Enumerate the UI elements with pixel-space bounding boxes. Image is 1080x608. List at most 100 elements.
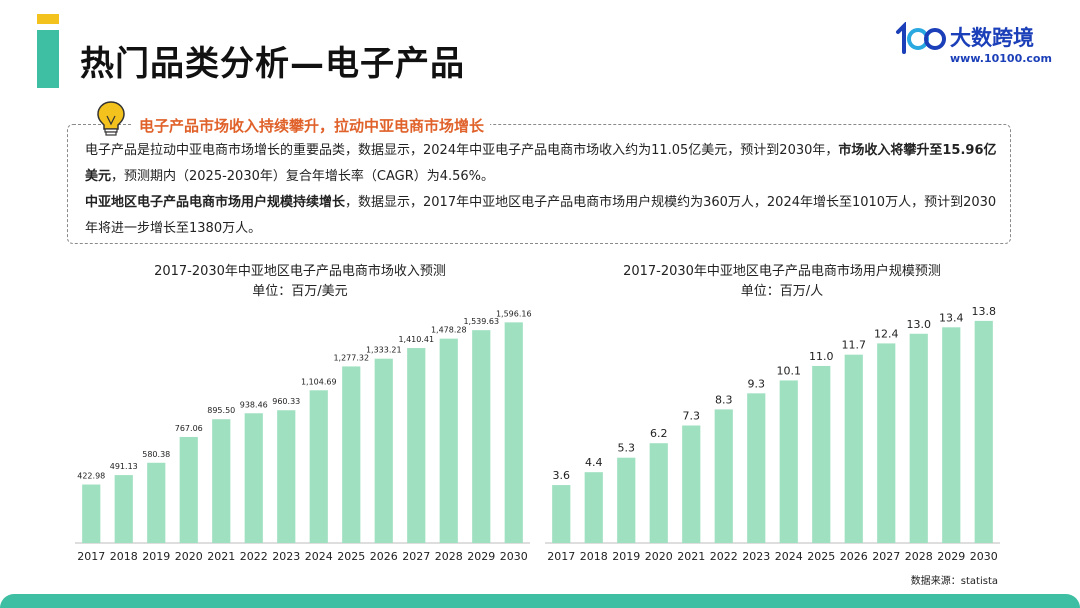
tick-label-2017: 2017 [77,550,105,563]
bar-2027 [877,343,896,543]
tick-label-2026: 2026 [370,550,398,563]
logo-mark-icon [896,22,946,54]
tick-label-2026: 2026 [840,550,868,563]
data-label-2021: 895.50 [207,406,235,415]
info-paragraph-2: 中亚地区电子产品电商市场用户规模持续增长，数据显示，2017年中亚地区电子产品电… [85,195,997,236]
tick-label-2020: 2020 [175,550,203,563]
data-label-2027: 12.4 [874,327,899,340]
bar-2029 [472,330,491,543]
bar-2017 [82,484,101,543]
info-paragraph-1: 电子产品是拉动中亚电商市场增长的重要品类，数据显示，2024年中亚电子产品电商市… [85,143,997,184]
accent-bar-yellow [37,14,59,24]
chart-users-title-block: 2017-2030年中亚地区电子产品电商市场用户规模预测 单位：百万/人 [570,262,994,302]
bar-2024 [779,380,798,543]
bar-2027 [407,348,426,543]
bar-2026 [844,354,863,543]
data-label-2022: 938.46 [240,400,268,409]
bar-2022 [714,409,733,543]
bar-2023 [747,393,766,543]
chart-revenue-subtitle: 单位：百万/美元 [252,284,348,299]
bar-2019 [147,462,166,543]
data-label-2027: 1,410.41 [398,335,434,344]
tick-label-2021: 2021 [207,550,235,563]
data-label-2023: 960.33 [272,397,300,406]
chart-revenue-title-block: 2017-2030年中亚地区电子产品电商市场收入预测 单位：百万/美元 [100,262,500,302]
bar-2026 [374,358,393,543]
tick-label-2030: 2030 [970,550,998,563]
tick-label-2022: 2022 [710,550,738,563]
tick-label-2028: 2028 [905,550,933,563]
data-label-2017: 422.98 [77,472,105,481]
bar-2023 [277,410,296,543]
bar-2019 [617,457,636,543]
logo-name: 大数跨境 [950,26,1034,50]
tick-label-2030: 2030 [500,550,528,563]
info-highlight-1: 市场收入将攀升至15.96亿美元 [85,143,997,184]
data-label-2030: 1,596.16 [496,309,532,318]
tick-label-2020: 2020 [645,550,673,563]
tick-label-2029: 2029 [937,550,965,563]
tick-label-2023: 2023 [742,550,770,563]
tick-label-2025: 2025 [807,550,835,563]
data-label-2022: 8.3 [715,393,733,406]
data-label-2029: 1,539.63 [463,317,499,326]
data-source: 数据来源：statista [910,576,998,587]
data-label-2020: 6.2 [650,427,668,440]
bar-2020 [649,443,668,543]
tick-label-2027: 2027 [402,550,430,563]
tick-label-2021: 2021 [677,550,705,563]
data-label-2024: 10.1 [777,364,802,377]
data-label-2026: 11.7 [842,339,867,352]
data-label-2028: 1,478.28 [431,326,467,335]
tick-label-2017: 2017 [547,550,575,563]
lightbulb-icon [97,101,125,136]
tick-label-2019: 2019 [142,550,170,563]
info-box [67,124,1011,244]
bar-2028 [439,338,458,543]
data-label-2025: 1,277.32 [333,353,369,362]
bar-2021 [212,419,231,543]
bar-2028 [909,333,928,543]
data-label-2030: 13.8 [972,305,997,318]
bar-2030 [974,320,993,543]
bar-2022 [244,413,263,543]
tick-label-2018: 2018 [110,550,138,563]
tick-label-2024: 2024 [775,550,803,563]
bar-2020 [179,436,198,543]
tick-label-2029: 2029 [467,550,495,563]
tick-label-2019: 2019 [612,550,640,563]
bar-2018 [584,472,603,543]
bar-2018 [114,475,133,543]
data-label-2028: 13.0 [907,318,932,331]
data-label-2020: 767.06 [175,424,203,433]
bottom-band [0,594,1080,608]
bar-2021 [682,425,701,543]
chart-users-title: 2017-2030年中亚地区电子产品电商市场用户规模预测 [623,264,941,279]
logo-url: www.10100.com [950,52,1052,65]
chart-users: 3.6 2017 4.4 2018 5.3 2019 6.2 2020 7.3 2021 8.3 20… [545,305,1000,563]
tick-label-2027: 2027 [872,550,900,563]
tick-label-2022: 2022 [240,550,268,563]
data-label-2017: 3.6 [553,469,571,482]
bar-2024 [309,390,328,543]
chart-revenue: 422.98 2017 491.13 2018 580.38 2019 767.06 2020… [75,309,532,563]
tick-label-2025: 2025 [337,550,365,563]
brand-logo: 大数跨境 www.10100.com [894,20,1054,66]
tick-label-2024: 2024 [305,550,333,563]
data-label-2029: 13.4 [939,311,964,324]
data-label-2018: 4.4 [585,456,603,469]
page-title: 热门品类分析—电子产品 [80,44,465,84]
data-label-2025: 11.0 [809,350,834,363]
data-label-2023: 9.3 [748,377,766,390]
info-highlight-2: 中亚地区电子产品电商市场用户规模持续增长 [85,195,346,210]
info-heading: 电子产品市场收入持续攀升，拉动中亚电商市场增长 [133,115,491,136]
tick-label-2028: 2028 [435,550,463,563]
accent-bar-teal [37,30,59,88]
info-text: 电子产品是拉动中亚电商市场增长的重要品类，数据显示，2024年中亚电子产品电商市… [85,138,1001,242]
data-label-2021: 7.3 [683,410,701,423]
bar-2030 [504,322,523,543]
bar-2025 [342,366,361,543]
data-label-2024: 1,104.69 [301,377,337,386]
tick-label-2018: 2018 [580,550,608,563]
tick-label-2023: 2023 [272,550,300,563]
